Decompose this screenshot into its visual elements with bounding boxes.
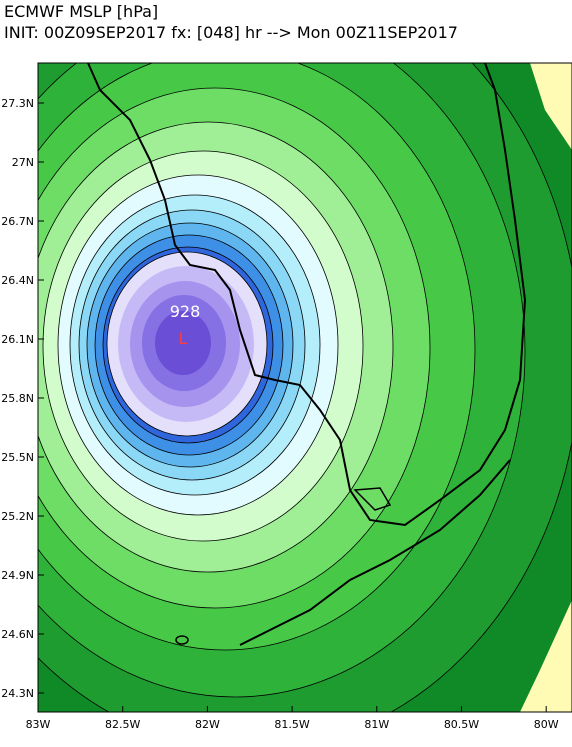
lat-tick-label: 27.3N — [1, 97, 34, 110]
lon-tick-label: 82.5W — [105, 718, 140, 731]
lon-tick-label: 83W — [26, 718, 51, 731]
map-frame — [37, 62, 572, 713]
low-marker: L — [179, 329, 188, 348]
lon-tick-label: 81.5W — [274, 718, 309, 731]
axes: 27.3N 27N 26.7N 26.4N 26.1N 25.8N 25.5N 25.2N 24… — [1, 97, 558, 731]
lat-tick-label: 26.4N — [1, 274, 34, 287]
lon-tick-label: 80.5W — [444, 718, 479, 731]
lat-tick-label: 24.9N — [1, 569, 34, 582]
lat-tick-label: 25.5N — [1, 451, 34, 464]
init-line: INIT: 00Z09SEP2017 fx: [048] hr --> Mon … — [4, 23, 458, 42]
pressure-label: 928 — [170, 302, 201, 321]
lat-tick-label: 26.1N — [1, 333, 34, 346]
lat-tick-label: 26.7N — [1, 215, 34, 228]
lat-tick-label: 24.6N — [1, 628, 34, 641]
lat-tick-label: 27N — [12, 156, 34, 169]
lat-tick-label: 25.2N — [1, 510, 34, 523]
lat-tick-label: 25.8N — [1, 392, 34, 405]
lon-tick-label: 80W — [534, 718, 559, 731]
lon-tick-label: 82W — [195, 718, 220, 731]
title: ECMWF MSLP [hPa] — [4, 2, 158, 21]
lon-tick-label: 81W — [364, 718, 389, 731]
lat-tick-label: 24.3N — [1, 687, 34, 700]
